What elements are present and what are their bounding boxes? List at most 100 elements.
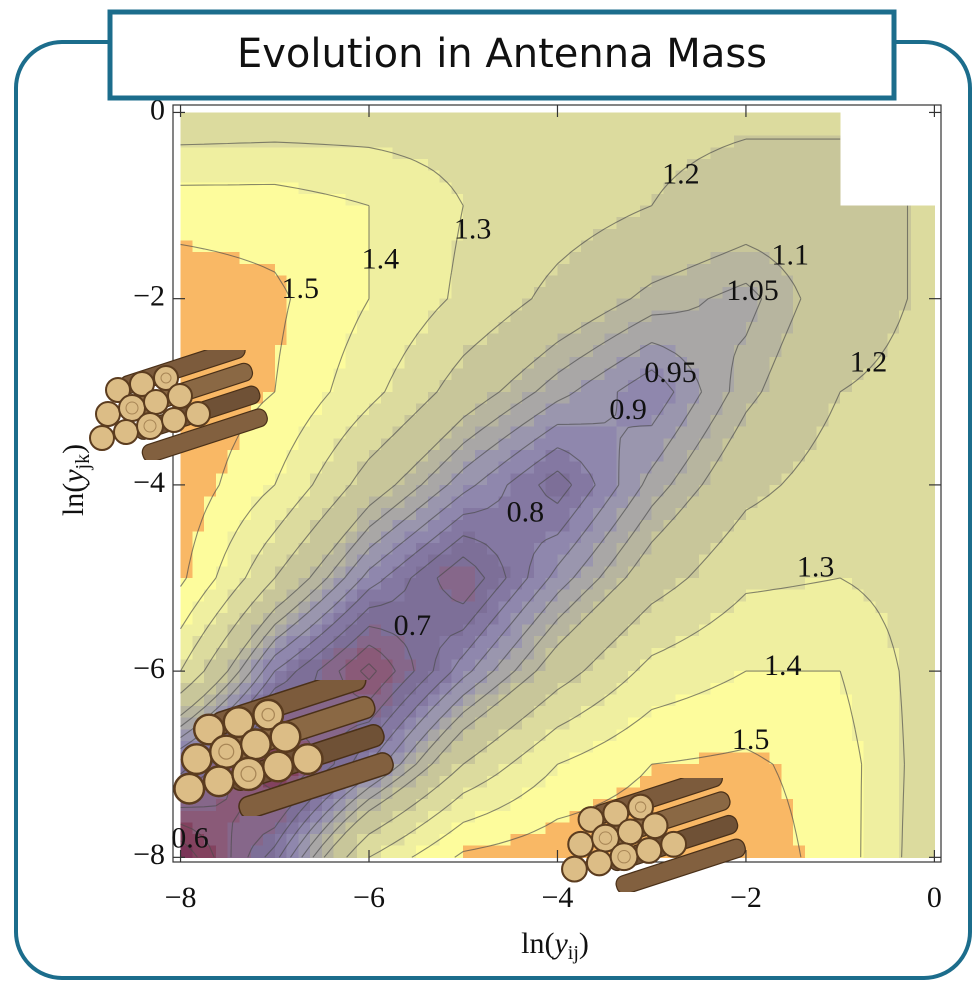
density-cell <box>404 252 417 265</box>
density-cell <box>251 368 264 381</box>
density-cell <box>180 182 193 195</box>
contour-label: 1.3 <box>454 213 492 246</box>
density-cell <box>710 682 723 695</box>
density-cell <box>262 496 276 509</box>
density-cell <box>628 578 641 591</box>
density-cell <box>840 426 853 439</box>
density-cell <box>675 543 688 556</box>
density-cell <box>816 822 829 835</box>
density-cell <box>616 647 629 660</box>
density-cell <box>427 822 441 835</box>
density-cell <box>745 717 759 730</box>
density-cell <box>463 845 476 858</box>
density-cell <box>439 647 452 660</box>
density-cell <box>887 228 900 241</box>
density-cell <box>781 380 794 393</box>
density-cell <box>369 275 382 288</box>
density-cell <box>639 415 653 428</box>
density-cell <box>192 624 205 637</box>
density-cell <box>722 729 735 742</box>
density-cell <box>545 368 558 381</box>
density-cell <box>416 391 429 404</box>
density-cell <box>427 578 441 591</box>
density-cell <box>262 554 276 567</box>
density-cell <box>816 636 829 649</box>
density-cell <box>180 566 193 579</box>
density-cell <box>321 321 335 335</box>
density-cell <box>604 682 617 695</box>
density-cell <box>722 275 735 288</box>
density-cell <box>581 484 594 498</box>
density-cell <box>793 263 806 276</box>
density-cell <box>828 310 841 323</box>
density-cell <box>687 717 700 730</box>
density-cell <box>180 310 193 323</box>
density-cell <box>840 694 853 707</box>
density-cell <box>781 124 794 137</box>
density-cell <box>734 706 747 719</box>
density-cell <box>887 205 900 218</box>
density-cell <box>840 810 853 823</box>
density-cell <box>757 461 770 474</box>
density-cell <box>463 612 476 626</box>
density-cell <box>698 601 712 614</box>
density-cell <box>816 356 829 370</box>
density-cell <box>463 287 476 300</box>
density-cell <box>663 124 676 137</box>
density-cell <box>757 147 770 160</box>
density-cell <box>533 671 547 684</box>
density-cell <box>310 589 323 602</box>
density-cell <box>439 810 452 823</box>
density-cell <box>239 508 252 521</box>
density-cell <box>533 589 547 602</box>
density-cell <box>581 787 594 800</box>
density-cell <box>828 787 841 800</box>
density-cell <box>439 252 452 265</box>
density-cell <box>475 275 488 288</box>
density-cell <box>793 694 806 707</box>
density-cell <box>592 275 606 288</box>
density-cell <box>486 368 500 381</box>
density-cell <box>922 275 935 288</box>
density-cell <box>298 612 311 626</box>
density-cell <box>675 438 688 451</box>
density-cell <box>616 496 629 509</box>
density-cell <box>522 706 535 719</box>
density-cell <box>357 403 370 416</box>
density-cell <box>192 182 205 195</box>
density-cell <box>769 438 782 451</box>
density-cell <box>710 449 723 463</box>
density-cell <box>451 275 464 288</box>
density-cell <box>899 205 912 218</box>
density-cell <box>875 333 888 346</box>
density-cell <box>793 217 806 230</box>
density-cell <box>757 333 770 346</box>
density-cell <box>628 112 641 125</box>
density-cell <box>227 170 240 183</box>
density-cell <box>769 449 782 463</box>
density-cell <box>922 624 935 637</box>
density-cell <box>828 403 841 416</box>
density-cell <box>439 484 452 498</box>
density-cell <box>557 589 570 602</box>
density-cell <box>345 566 358 579</box>
density-cell <box>486 601 500 614</box>
density-cell <box>486 275 500 288</box>
density-cell <box>180 647 193 660</box>
density-cell <box>887 438 900 451</box>
density-cell <box>321 438 335 451</box>
density-cell <box>251 310 264 323</box>
density-cell <box>298 589 311 602</box>
density-cell <box>463 799 476 812</box>
density-cell <box>333 182 346 195</box>
density-cell <box>227 147 240 160</box>
density-cell <box>475 287 488 300</box>
density-cell <box>710 717 723 730</box>
density-cell <box>840 508 853 521</box>
density-cell <box>675 310 688 323</box>
density-cell <box>840 333 853 346</box>
density-cell <box>616 263 629 276</box>
density-cell <box>651 671 664 684</box>
density-cell <box>251 554 264 567</box>
density-cell <box>498 263 511 276</box>
